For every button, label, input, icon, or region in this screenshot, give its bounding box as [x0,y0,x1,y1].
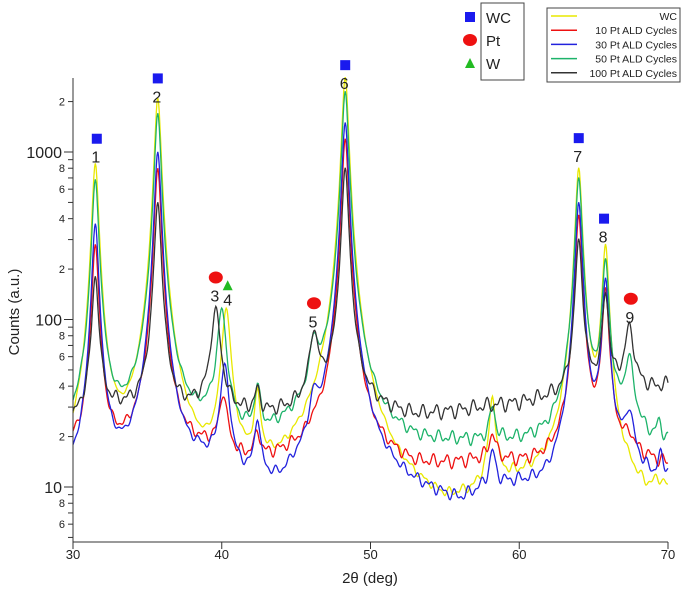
legend-label: WC [660,11,678,23]
y-minor-tick-label: 8 [59,331,65,343]
w-triangle-marker [465,58,475,68]
marker-legend-label: Pt [486,33,501,50]
x-tick-label: 30 [66,547,80,562]
peak-label-8: 8 [599,230,608,247]
y-axis-label: Counts (a.u.) [6,269,23,356]
wc-square-marker [152,73,163,84]
legend-label: 30 Pt ALD Cycles [595,39,677,51]
axes: 30 40 50 60 70 10 100 1000 6 8 2 4 6 8 2 4 6 8 2 [26,78,675,562]
wc-square-marker [340,60,351,71]
peak-label-3: 3 [210,289,219,306]
marker-legend-box [480,2,525,81]
pt-circle-marker [623,292,638,305]
marker-legend: WC Pt W [463,2,525,81]
marker-legend-label: W [486,56,501,73]
legend-label: 10 Pt ALD Cycles [595,25,677,37]
y-tick-label: 10 [44,480,62,497]
peak-label-6: 6 [340,76,349,93]
pt-circle-marker [306,297,321,310]
w-triangle-marker [222,280,233,291]
y-minor-tick-label: 2 [59,264,65,276]
peak-label-7: 7 [573,149,582,166]
legend-label: 50 Pt ALD Cycles [595,54,677,66]
x-axis-label: 2θ (deg) [342,570,398,587]
y-minor-tick-label: 8 [59,163,65,175]
series-legend: WC 10 Pt ALD Cycles 30 Pt ALD Cycles 50 Pt … [546,7,681,83]
y-minor-tick-label: 6 [59,519,65,531]
y-minor-tick-label: 4 [59,214,65,226]
y-minor-tick-label: 2 [59,97,65,109]
y-tick-label: 1000 [26,145,62,162]
y-minor-tick-label: 6 [59,184,65,196]
pt-circle-marker [463,34,477,46]
wc-square-marker [573,133,584,144]
peak-label-1: 1 [91,150,100,167]
pt-circle-marker [208,271,223,284]
x-tick-label: 60 [512,547,526,562]
x-tick-label: 70 [661,547,675,562]
legend-label: 100 Pt ALD Cycles [589,68,677,80]
x-tick-label: 50 [363,547,377,562]
y-minor-tick-label: 4 [59,381,65,393]
peak-annotations: 1 2 3 4 5 6 7 8 9 [91,60,638,331]
marker-legend-label: WC [486,10,511,27]
x-tick-label: 40 [215,547,229,562]
peak-label-2: 2 [152,89,161,106]
wc-square-marker [465,12,475,22]
series-curves [72,76,669,501]
y-minor-tick-label: 6 [59,352,65,364]
peak-label-9: 9 [625,310,634,327]
y-minor-tick-label: 8 [59,498,65,510]
series-line-4 [72,167,669,421]
peak-label-5: 5 [309,314,318,331]
series-line-3 [72,91,669,447]
peak-label-4: 4 [223,292,232,309]
y-tick-label: 100 [35,313,62,330]
wc-square-marker [599,213,610,224]
y-minor-tick-label: 2 [59,432,65,444]
wc-square-marker [91,133,102,144]
